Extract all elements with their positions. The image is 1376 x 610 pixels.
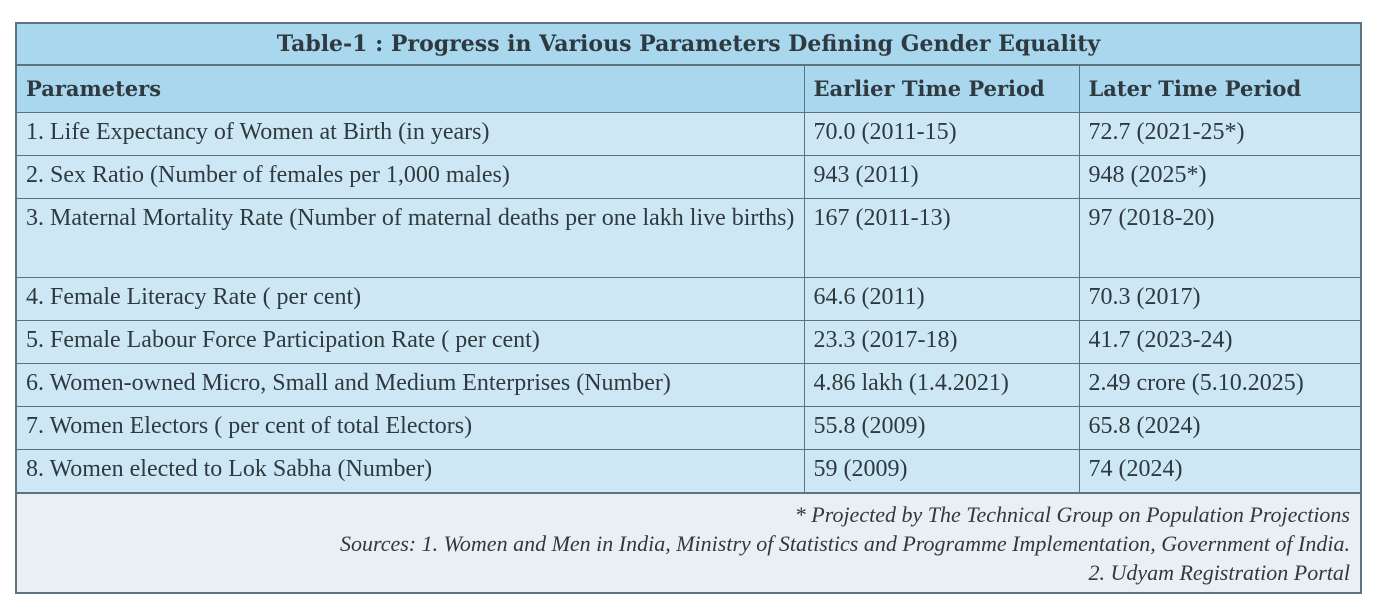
later-cell: 65.8 (2024)	[1078, 406, 1360, 450]
later-cell: 2.49 crore (5.10.2025)	[1078, 363, 1360, 407]
table-row: 8. Women elected to Lok Sabha (Number) 59…	[17, 449, 1360, 493]
earlier-cell: 55.8 (2009)	[803, 406, 1080, 450]
parameter-cell: 6. Women-owned Micro, Small and Medium E…	[17, 363, 805, 407]
table-row: 1. Life Expectancy of Women at Birth (in…	[17, 112, 1360, 156]
table-row: 3. Maternal Mortality Rate (Number of ma…	[17, 198, 1360, 278]
earlier-cell: 943 (2011)	[803, 155, 1080, 199]
gender-equality-table: Table-1 : Progress in Various Parameters…	[15, 22, 1362, 594]
table-row: 5. Female Labour Force Participation Rat…	[17, 320, 1360, 364]
parameter-cell: 1. Life Expectancy of Women at Birth (in…	[17, 112, 805, 156]
parameter-cell: 7. Women Electors ( per cent of total El…	[17, 406, 805, 450]
parameter-cell: 5. Female Labour Force Participation Rat…	[17, 320, 805, 364]
parameter-cell: 8. Women elected to Lok Sabha (Number)	[17, 449, 805, 493]
later-cell: 72.7 (2021-25*)	[1078, 112, 1360, 156]
parameter-cell: 2. Sex Ratio (Number of females per 1,00…	[17, 155, 805, 199]
sources-line-1: Sources: 1. Women and Men in India, Mini…	[339, 531, 1350, 556]
header-earlier: Earlier Time Period	[803, 66, 1080, 113]
earlier-cell: 167 (2011-13)	[803, 198, 1080, 278]
earlier-cell: 59 (2009)	[803, 449, 1080, 493]
data-table: Parameters Earlier Time Period Later Tim…	[17, 66, 1360, 493]
table-row: 2. Sex Ratio (Number of females per 1,00…	[17, 155, 1360, 199]
header-later: Later Time Period	[1078, 66, 1360, 113]
later-cell: 41.7 (2023-24)	[1078, 320, 1360, 364]
later-cell: 70.3 (2017)	[1078, 277, 1360, 321]
earlier-cell: 64.6 (2011)	[803, 277, 1080, 321]
parameter-cell: 4. Female Literacy Rate ( per cent)	[17, 277, 805, 321]
later-cell: 97 (2018-20)	[1078, 198, 1360, 278]
earlier-cell: 70.0 (2011-15)	[803, 112, 1080, 156]
later-cell: 948 (2025*)	[1078, 155, 1360, 199]
table-title: Table-1 : Progress in Various Parameters…	[17, 24, 1360, 66]
table-row: 7. Women Electors ( per cent of total El…	[17, 406, 1360, 450]
table-row: 6. Women-owned Micro, Small and Medium E…	[17, 363, 1360, 407]
sources-line-2: 2. Udyam Registration Portal	[1088, 560, 1350, 585]
earlier-cell: 4.86 lakh (1.4.2021)	[803, 363, 1080, 407]
later-cell: 74 (2024)	[1078, 449, 1360, 493]
projection-note: * Projected by The Technical Group on Po…	[794, 502, 1350, 527]
earlier-cell: 23.3 (2017-18)	[803, 320, 1080, 364]
header-parameters: Parameters	[17, 66, 805, 113]
footnotes: * Projected by The Technical Group on Po…	[17, 493, 1360, 592]
table-row: 4. Female Literacy Rate ( per cent) 64.6 …	[17, 277, 1360, 321]
parameter-cell: 3. Maternal Mortality Rate (Number of ma…	[17, 198, 805, 278]
header-row: Parameters Earlier Time Period Later Tim…	[17, 66, 1360, 113]
